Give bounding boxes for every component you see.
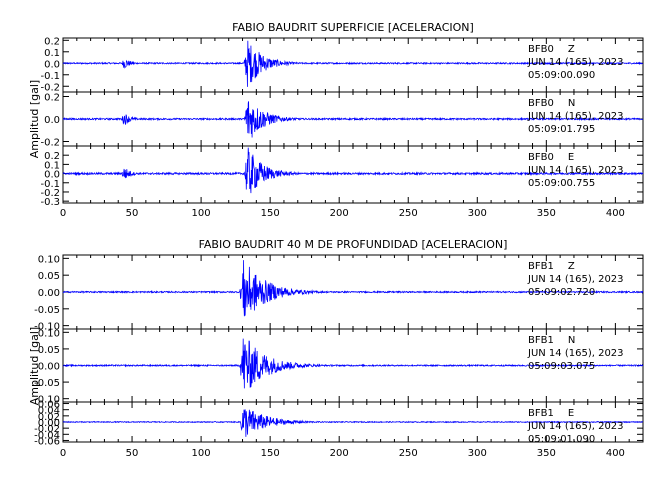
- waveform-trace: [62, 409, 644, 437]
- waveform-trace: [62, 338, 644, 389]
- x-tick-label: 50: [126, 448, 139, 459]
- y-tick-label: 0.0: [44, 115, 60, 126]
- x-tick-label: 300: [468, 448, 487, 459]
- station-label: BFB1: [528, 408, 554, 419]
- y-axis-label: Amplitud [gal]: [28, 80, 41, 158]
- station-label: BFB0: [528, 98, 554, 109]
- y-tick-label: 0.06: [38, 400, 60, 411]
- trace-panel-bfb1-e: 0.060.040.020.00-0.02-0.04-0.06 BFB1 E JUN …: [34, 400, 644, 447]
- component-label: N: [568, 335, 575, 346]
- y-tick-label: 0.2: [44, 36, 60, 47]
- station-component-label: BFB1 E: [528, 408, 574, 419]
- y-tick-label: -0.05: [34, 305, 60, 316]
- component-label: E: [568, 408, 574, 419]
- station-component-label: BFB0 E: [528, 152, 574, 163]
- y-tick-label: -0.2: [40, 188, 60, 199]
- y-tick-label: 0.05: [38, 345, 60, 356]
- x-tick-label: 0: [60, 448, 66, 459]
- trace-panel-bfb0-e: 0.20.10.0-0.1-0.2-0.3 BFB0 E JUN 14 (165), …: [40, 145, 644, 208]
- x-tick-label: 350: [537, 448, 556, 459]
- chart-panel-1: FABIO BAUDRIT SUPERFICIE [ACELERACION] Am…: [28, 21, 644, 219]
- y-tick-label: -0.06: [34, 436, 60, 447]
- chart-title: FABIO BAUDRIT SUPERFICIE [ACELERACION]: [232, 21, 474, 34]
- time-label: 05:09:02.720: [528, 287, 595, 298]
- date-label: JUN 14 (165), 2023: [527, 421, 624, 432]
- y-tick-label: 0.04: [38, 406, 60, 417]
- y-tick-label: 0.10: [38, 328, 60, 339]
- y-tick-label: 0.0: [44, 170, 60, 181]
- date-label: JUN 14 (165), 2023: [527, 348, 624, 359]
- time-label: 05:09:01.795: [528, 124, 595, 135]
- y-tick-label: 0.1: [44, 48, 60, 59]
- time-label: 05:09:00.090: [528, 70, 595, 81]
- waveform-trace: [62, 101, 644, 138]
- x-tick-label: 150: [261, 208, 280, 219]
- y-tick-label: 0.00: [38, 288, 60, 299]
- x-tick-label: 350: [537, 208, 556, 219]
- component-label: Z: [568, 261, 575, 272]
- x-tick-label: 150: [261, 448, 280, 459]
- y-tick-label: 0.0: [44, 59, 60, 70]
- y-tick-label: -0.3: [40, 197, 60, 208]
- x-tick-label: 300: [468, 208, 487, 219]
- date-label: JUN 14 (165), 2023: [527, 111, 624, 122]
- x-tick-label: 250: [399, 208, 418, 219]
- y-tick-label: -0.05: [34, 378, 60, 389]
- station-label: BFB0: [528, 152, 554, 163]
- chart-panel-2: FABIO BAUDRIT 40 M DE PROFUNDIDAD [ACELE…: [28, 238, 644, 459]
- x-tick-label: 200: [330, 208, 349, 219]
- station-label: BFB1: [528, 335, 554, 346]
- component-label: N: [568, 98, 575, 109]
- date-label: JUN 14 (165), 2023: [527, 165, 624, 176]
- y-tick-label: 0.1: [44, 160, 60, 171]
- y-tick-label: 0.00: [38, 418, 60, 429]
- x-tick-label: 100: [192, 208, 211, 219]
- y-tick-label: 0.10: [38, 254, 60, 265]
- y-tick-label: -0.1: [40, 71, 60, 82]
- chart-title: FABIO BAUDRIT 40 M DE PROFUNDIDAD [ACELE…: [199, 238, 508, 251]
- y-tick-label: -0.02: [34, 424, 60, 435]
- component-label: E: [568, 152, 574, 163]
- y-tick-label: -0.1: [40, 179, 60, 190]
- station-component-label: BFB0 N: [528, 98, 575, 109]
- y-tick-label: -0.10: [34, 395, 60, 406]
- y-tick-label: -0.2: [40, 138, 60, 149]
- y-tick-label: 0.00: [38, 362, 60, 373]
- waveform-trace: [62, 260, 644, 317]
- station-component-label: BFB1 N: [528, 335, 575, 346]
- x-tick-label: 400: [606, 208, 625, 219]
- waveform-trace: [62, 147, 644, 194]
- time-label: 05:09:00.755: [528, 178, 595, 189]
- x-tick-label: 50: [126, 208, 139, 219]
- waveform-trace: [62, 40, 644, 87]
- y-tick-label: -0.04: [34, 430, 60, 441]
- x-tick-label: 0: [60, 208, 66, 219]
- x-tick-label: 100: [192, 448, 211, 459]
- y-tick-label: -0.10: [34, 322, 60, 333]
- y-tick-label: 0.2: [44, 151, 60, 162]
- station-label: BFB1: [528, 261, 554, 272]
- y-tick-label: 0.2: [44, 93, 60, 104]
- trace-panel-bfb1-z: 0.10 0.05 0.00 -0.05 -0.10 BFB1 Z JUN 14 (165),…: [34, 254, 644, 333]
- date-label: JUN 14 (165), 2023: [527, 274, 624, 285]
- component-label: Z: [568, 44, 575, 55]
- x-tick-label: 400: [606, 448, 625, 459]
- x-tick-label: 250: [399, 448, 418, 459]
- station-component-label: BFB0 Z: [528, 44, 575, 55]
- time-label: 05:09:03.075: [528, 361, 595, 372]
- y-tick-label: -0.2: [40, 82, 60, 93]
- x-tick-label: 200: [330, 448, 349, 459]
- y-tick-label: 0.02: [38, 412, 60, 423]
- y-tick-label: 0.05: [38, 271, 60, 282]
- station-label: BFB0: [528, 44, 554, 55]
- trace-panel-bfb0-z: 0.20.10.0-0.1-0.2 BFB0 Z JUN 14 (165), 2023…: [40, 36, 644, 93]
- y-axis-label: Amplitud [gal]: [28, 327, 41, 405]
- date-label: JUN 14 (165), 2023: [527, 57, 624, 68]
- station-component-label: BFB1 Z: [528, 261, 575, 272]
- time-label: 05:09:01.090: [528, 434, 595, 445]
